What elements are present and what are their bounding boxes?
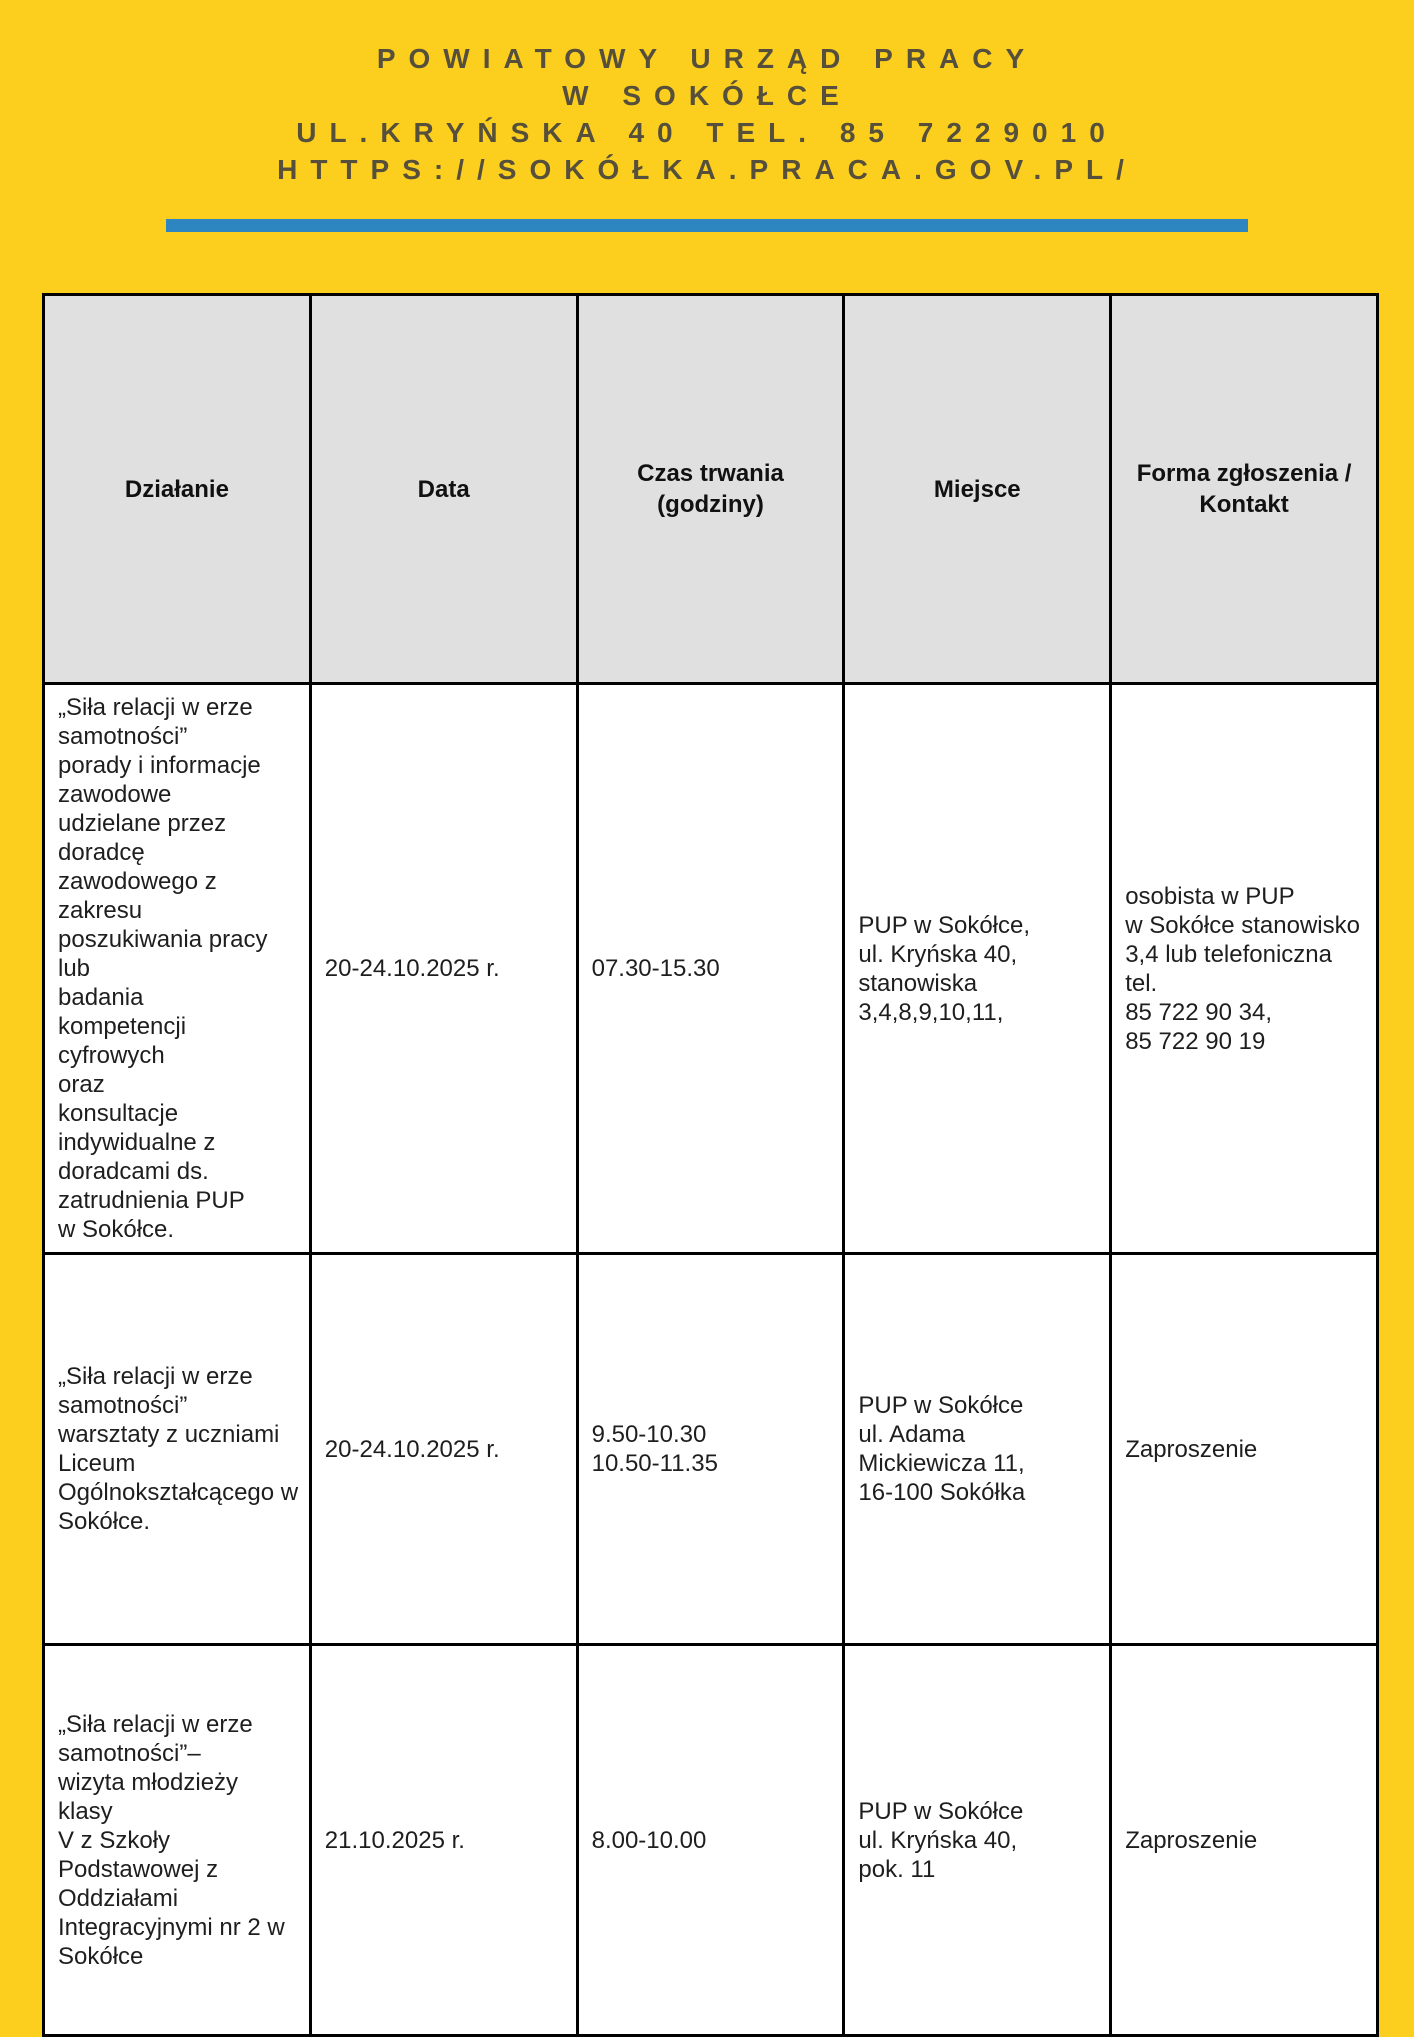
cell-duration: 8.00-10.00 [575, 1643, 846, 2037]
cell-duration: 9.50-10.30 10.50-11.35 [575, 1252, 846, 1646]
col-header-czas-trwania: Czas trwania (godziny) [575, 293, 846, 685]
table-row: „Siła relacji w erze samotności”– wizyta… [42, 1643, 1379, 2037]
cell-contact: osobista w PUP w Sokółce stanowisko 3,4 … [1109, 682, 1379, 1255]
col-header-data: Data [308, 293, 579, 685]
cell-date: 20-24.10.2025 r. [308, 1252, 579, 1646]
org-website: HTTPS://SOKÓŁKA.PRACA.GOV.PL/ [277, 154, 1137, 185]
col-header-dzialanie: Działanie [42, 293, 312, 685]
cell-activity: „Siła relacji w erze samotności”– wizyta… [42, 1643, 312, 2037]
cell-contact: Zaproszenie [1109, 1643, 1379, 2037]
cell-place: PUP w Sokółce ul. Adama Mickiewicza 11, … [842, 1252, 1113, 1646]
cell-place: PUP w Sokółce ul. Kryńska 40, pok. 11 [842, 1643, 1113, 2037]
col-header-miejsce: Miejsce [842, 293, 1113, 685]
cell-date: 20-24.10.2025 r. [308, 682, 579, 1255]
header-banner: POWIATOWY URZĄD PRACY W SOKÓŁCE UL.KRYŃS… [0, 0, 1414, 232]
table-row: „Siła relacji w erze samotności” porady … [42, 682, 1379, 1255]
table-header-row: Działanie Data Czas trwania (godziny) Mi… [42, 293, 1379, 685]
blue-divider [166, 219, 1248, 232]
cell-contact: Zaproszenie [1109, 1252, 1379, 1646]
col-header-forma-zgloszenia: Forma zgłoszenia / Kontakt [1109, 293, 1379, 685]
cell-date: 21.10.2025 r. [308, 1643, 579, 2037]
org-address-phone: UL.KRYŃSKA 40 TEL. 85 7229010 [296, 117, 1118, 148]
schedule-table: Działanie Data Czas trwania (godziny) Mi… [42, 293, 1379, 2037]
cell-place: PUP w Sokółce, ul. Kryńska 40, stanowisk… [842, 682, 1113, 1255]
cell-activity: „Siła relacji w erze samotności” porady … [42, 682, 312, 1255]
org-name-line-2: W SOKÓŁCE [562, 80, 852, 111]
org-name-line-1: POWIATOWY URZĄD PRACY [376, 43, 1038, 74]
cell-activity: „Siła relacji w erze samotności” warszta… [42, 1252, 312, 1646]
cell-duration: 07.30-15.30 [575, 682, 846, 1255]
table-row: „Siła relacji w erze samotności” warszta… [42, 1252, 1379, 1646]
